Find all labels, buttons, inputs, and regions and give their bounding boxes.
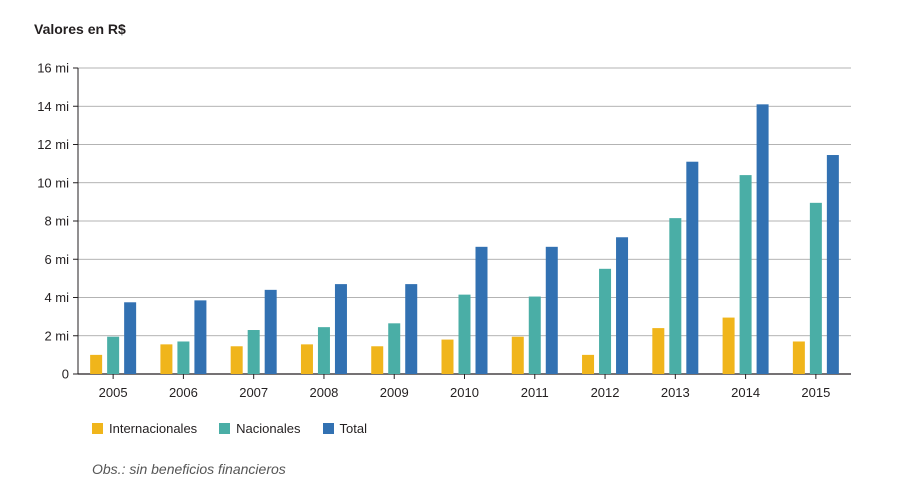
legend-item-total: Total [322,421,367,436]
y-tick-label: 2 mi [44,328,69,343]
legend-label-internacionales: Internacionales [109,421,198,436]
bar-internacionales-2006 [160,344,173,374]
legend-item-internacionales: Internacionales [92,421,197,436]
bar-nacionales-2014 [739,175,752,374]
y-tick-label: 6 mi [44,252,69,267]
y-tick-label: 4 mi [44,290,69,305]
legend-swatch-internacionales [92,423,103,434]
legend-swatch-nacionales [219,423,231,434]
y-tick-label: 16 mi [37,61,69,76]
x-tick-label: 2007 [239,385,268,400]
y-tick-label: 8 mi [44,214,69,229]
bar-nacionales-2013 [669,218,682,374]
y-axis-unit-label: Valores en R$ [34,21,126,37]
bar-total-2009 [405,284,418,374]
y-axis-ticks: 0 2 mi 4 mi 6 mi 8 mi 10 mi 12 mi 14 mi 16 mi [37,61,79,382]
x-tick-label: 2012 [591,385,620,400]
bar-internacionales-2007 [230,346,243,374]
bar-internacionales-2015 [792,341,805,374]
bar-internacionales-2008 [300,344,313,374]
footnote: Obs.: sin beneficios financieros [92,461,286,477]
y-tick-label: 10 mi [37,175,69,190]
legend-label-total: Total [339,421,367,436]
legend-swatch-total [322,423,334,434]
bar-nacionales-2009 [388,323,401,374]
bar-total-2013 [686,161,699,374]
bar-total-2011 [545,246,558,374]
bar-internacionales-2011 [511,336,524,374]
bar-nacionales-2010 [458,294,471,374]
y-tick-label: 0 [62,367,69,382]
bar-nacionales-2012 [599,268,612,374]
bar-internacionales-2014 [722,317,735,374]
bar-chart: 0 2 mi 4 mi 6 mi 8 mi 10 mi 12 mi 14 mi 16 mi 20… [37,61,851,400]
bar-total-2005 [124,302,137,374]
bar-total-2008 [334,284,347,374]
x-axis-ticks: 2005 2006 2007 2008 2009 2010 2011 2012 2013 2014… [99,374,830,400]
x-tick-label: 2013 [661,385,690,400]
legend-label-nacionales: Nacionales [236,421,301,436]
x-tick-label: 2011 [521,385,549,400]
bar-total-2014 [756,104,769,375]
x-tick-label: 2008 [309,385,338,400]
bar-total-2015 [826,155,839,374]
bar-internacionales-2010 [441,339,454,374]
x-tick-label: 2015 [801,385,830,400]
bars [90,104,839,375]
legend: Internacionales Nacionales Total [92,421,389,436]
bar-total-2012 [616,237,629,374]
x-tick-label: 2006 [169,385,198,400]
bar-total-2006 [194,300,207,374]
x-tick-label: 2005 [99,385,128,400]
bar-nacionales-2006 [177,341,190,374]
bar-internacionales-2009 [371,346,384,374]
bar-total-2010 [475,246,488,374]
x-tick-label: 2014 [731,385,760,400]
bar-nacionales-2007 [247,330,260,374]
x-tick-label: 2009 [380,385,409,400]
bar-internacionales-2005 [90,354,103,374]
bar-nacionales-2008 [317,327,330,374]
bar-nacionales-2005 [107,336,120,374]
bar-internacionales-2013 [652,328,665,374]
x-tick-label: 2010 [450,385,479,400]
y-tick-label: 14 mi [37,99,69,114]
bar-total-2007 [264,289,277,374]
bar-nacionales-2015 [809,202,822,374]
legend-item-nacionales: Nacionales [219,421,301,436]
y-tick-label: 12 mi [37,137,69,152]
bar-internacionales-2012 [582,354,595,374]
bar-nacionales-2011 [528,296,541,374]
